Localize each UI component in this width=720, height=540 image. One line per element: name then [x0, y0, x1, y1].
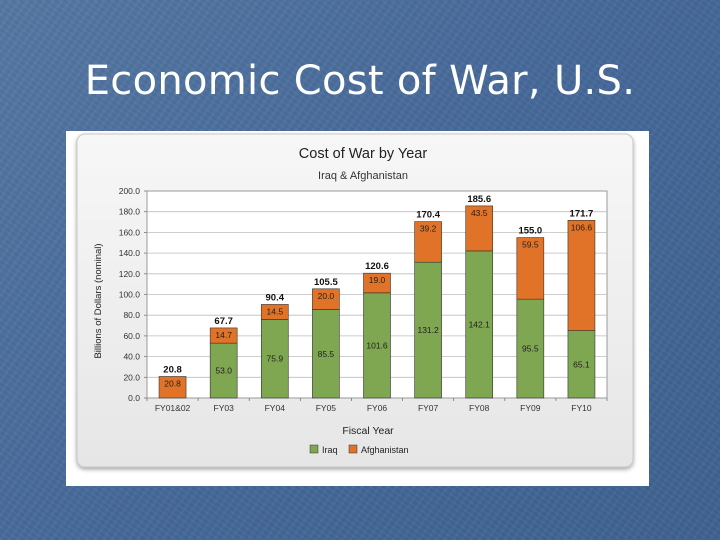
y-tick-label: 0.0	[128, 393, 140, 403]
data-label-afghanistan: 43.5	[471, 208, 488, 218]
data-labels: 20.8 20.8 53.0 14.7 67.7 75.9 14.5 90.4 85.5 20.0…	[163, 194, 593, 389]
data-label-total: 90.4	[266, 292, 285, 303]
data-label-afghanistan: 106.6	[571, 222, 593, 232]
x-tick-label: FY08	[469, 403, 490, 413]
data-label-iraq: 142.1	[469, 319, 491, 329]
chart: 20.8 20.8 53.0 14.7 67.7 75.9 14.5 90.4 85.5 20.0…	[76, 133, 634, 468]
data-label-total: 105.5	[314, 277, 338, 288]
bar-afghanistan	[312, 288, 340, 310]
x-tick-label: FY05	[316, 403, 337, 413]
data-label-total: 120.6	[365, 261, 389, 272]
data-label-iraq: 53.0	[215, 366, 232, 376]
chart-subtitle: Iraq & Afghanistan	[318, 170, 408, 182]
bar-iraq	[516, 298, 545, 399]
data-label-afghanistan: 14.7	[215, 330, 232, 340]
y-tick-label: 20.0	[123, 372, 140, 382]
bar-afghanistan	[516, 237, 545, 300]
data-label-total: 20.8	[163, 364, 182, 375]
x-tick-label: FY01&02	[155, 403, 191, 413]
axis-ticks: 0.0 20.0 40.0 60.0 80.0 100.0 120.0 140.0 160.0 1…	[119, 186, 608, 413]
x-tick-label: FY04	[265, 403, 286, 413]
y-tick-label: 160.0	[119, 227, 141, 237]
data-label-iraq: 101.6	[366, 340, 388, 350]
data-label-total: 171.7	[570, 208, 594, 219]
bar-iraq	[465, 250, 494, 399]
bars	[158, 205, 596, 399]
bar-afghanistan	[465, 205, 494, 252]
x-tick-label: FY06	[367, 403, 388, 413]
bar-iraq	[363, 292, 391, 399]
x-axis-label: Fiscal Year	[342, 425, 394, 437]
y-tick-label: 60.0	[123, 331, 140, 341]
data-label-afghanistan: 59.5	[522, 240, 539, 250]
bar-afghanistan	[567, 219, 596, 331]
data-label-iraq: 95.5	[522, 344, 539, 354]
bar-afghanistan	[260, 304, 289, 320]
y-tick-label: 100.0	[119, 290, 141, 300]
data-label-afghanistan: 39.2	[420, 224, 437, 234]
data-label-total: 185.6	[467, 194, 491, 205]
bar-iraq	[567, 330, 596, 399]
legend-swatch-iraq	[309, 444, 319, 454]
y-tick-label: 120.0	[119, 269, 141, 279]
y-tick-label: 140.0	[119, 248, 141, 258]
bar-afghanistan	[363, 272, 391, 294]
data-label-afghanistan: 20.8	[164, 378, 181, 388]
data-label-total: 170.4	[416, 210, 440, 221]
data-label-iraq: 131.2	[417, 325, 439, 335]
data-label-total: 155.0	[518, 226, 542, 237]
x-tick-label: FY10	[571, 403, 592, 413]
bar-iraq	[414, 261, 442, 399]
chart-frame: 20.8 20.8 53.0 14.7 67.7 75.9 14.5 90.4 85.5 20.0…	[66, 131, 649, 486]
x-tick-label: FY03	[214, 403, 235, 413]
data-label-total: 67.7	[214, 316, 233, 327]
data-label-iraq: 75.9	[267, 354, 284, 364]
x-tick-label: FY07	[418, 403, 439, 413]
data-label-afghanistan: 20.0	[318, 291, 335, 301]
y-tick-label: 180.0	[119, 207, 141, 217]
slide-title: Economic Cost of War, U.S.	[84, 58, 636, 104]
y-tick-label: 40.0	[123, 352, 140, 362]
data-label-afghanistan: 19.0	[369, 275, 386, 285]
legend-label-afghanistan: Afghanistan	[361, 445, 409, 455]
bar-afghanistan	[158, 376, 187, 399]
bar-afghanistan	[414, 221, 442, 263]
legend: Iraq Afghanistan	[309, 444, 409, 455]
y-tick-label: 80.0	[123, 310, 140, 320]
y-axis-label: Billions of Dollars (nominal)	[93, 243, 104, 358]
data-label-iraq: 65.1	[573, 359, 590, 369]
x-tick-label: FY09	[520, 403, 541, 413]
data-label-iraq: 85.5	[318, 349, 335, 359]
chart-title: Cost of War by Year	[299, 146, 428, 162]
bar-afghanistan	[209, 327, 238, 344]
y-tick-label: 200.0	[119, 186, 141, 196]
legend-label-iraq: Iraq	[322, 445, 338, 455]
legend-swatch-afghanistan	[348, 444, 358, 454]
data-label-afghanistan: 14.5	[267, 306, 284, 316]
bar-iraq	[209, 342, 238, 399]
